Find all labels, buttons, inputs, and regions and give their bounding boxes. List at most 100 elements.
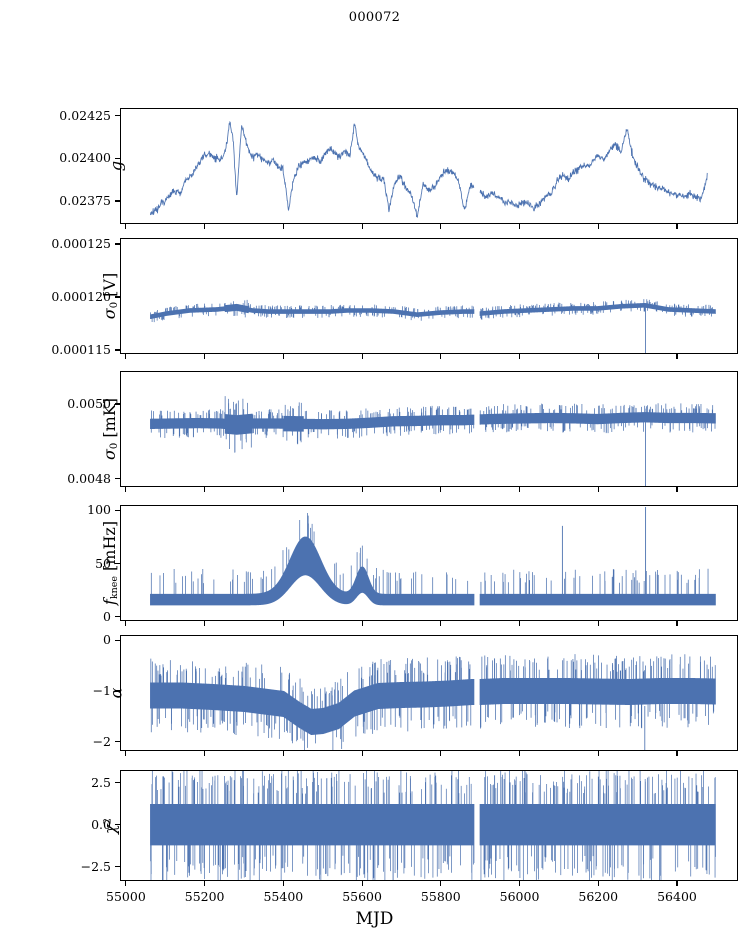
series-canvas-1 — [150, 120, 708, 218]
data-series-line — [150, 396, 716, 453]
y-tick-mark — [115, 741, 120, 743]
x-tick-mark — [125, 354, 127, 359]
y-tick-label: 0 — [103, 608, 111, 624]
x-tick-mark — [597, 354, 599, 359]
y-tick-label: 0.000125 — [51, 235, 111, 251]
y-tick-label: 0.02425 — [59, 107, 111, 123]
x-tick-mark — [125, 751, 127, 756]
y-tick-mark — [115, 782, 120, 784]
y-tick-label: 0.0 — [91, 816, 111, 832]
y-tick-mark — [115, 866, 120, 868]
y-tick-label: 2.5 — [91, 774, 111, 790]
y-tick-label: 0 — [103, 631, 111, 647]
x-tick-mark — [597, 224, 599, 229]
x-tick-label: 55000 — [106, 889, 146, 904]
series-canvas-5 — [150, 654, 716, 750]
series-canvas-4 — [150, 507, 716, 606]
x-tick-mark — [519, 751, 521, 756]
x-tick-mark — [361, 751, 363, 756]
y-tick-label: 100 — [87, 502, 111, 518]
x-tick-mark — [440, 751, 442, 756]
x-tick-mark — [282, 487, 284, 492]
y-tick-label: 0.0048 — [67, 470, 111, 486]
x-tick-mark — [125, 881, 127, 886]
y-tick-mark — [115, 690, 120, 692]
x-tick-mark — [676, 881, 678, 886]
x-tick-mark — [676, 621, 678, 626]
x-tick-mark — [204, 487, 206, 492]
x-tick-mark — [519, 881, 521, 886]
x-tick-mark — [204, 224, 206, 229]
x-axis-label: MJD — [355, 909, 394, 929]
x-tick-mark — [597, 881, 599, 886]
x-tick-mark — [440, 224, 442, 229]
y-tick-label: 0.0050 — [67, 395, 111, 411]
x-tick-label: 56000 — [499, 889, 540, 904]
x-tick-mark — [597, 751, 599, 756]
x-tick-mark — [361, 354, 363, 359]
x-tick-label: 56400 — [657, 889, 697, 904]
x-tick-mark — [676, 751, 678, 756]
y-tick-label: 50 — [95, 555, 111, 571]
x-tick-mark — [125, 224, 127, 229]
x-tick-mark — [204, 881, 206, 886]
y-tick-label: −2.5 — [80, 858, 111, 874]
y-tick-mark — [115, 157, 120, 159]
plot-panel-5 — [120, 635, 738, 751]
x-tick-mark — [204, 621, 206, 626]
x-tick-mark — [676, 354, 678, 359]
x-tick-label: 55800 — [420, 889, 461, 904]
y-tick-mark — [115, 509, 120, 511]
y-tick-mark — [115, 200, 120, 202]
plot-panel-4 — [120, 505, 738, 621]
x-tick-mark — [597, 621, 599, 626]
plot-panel-6 — [120, 770, 738, 881]
series-canvas-3 — [150, 396, 716, 486]
y-tick-mark — [115, 824, 120, 826]
data-series-line — [561, 507, 647, 601]
x-tick-mark — [519, 224, 521, 229]
y-tick-mark — [115, 563, 120, 565]
x-tick-mark — [519, 487, 521, 492]
x-tick-label: 56200 — [578, 889, 619, 904]
x-tick-mark — [204, 751, 206, 756]
x-tick-mark — [361, 487, 363, 492]
x-tick-mark — [361, 621, 363, 626]
y-tick-mark — [115, 478, 120, 480]
y-tick-mark — [115, 403, 120, 405]
x-tick-mark — [519, 621, 521, 626]
y-axis-label-6: χ2 — [100, 817, 120, 834]
y-tick-mark — [115, 243, 120, 245]
x-tick-label: 55200 — [184, 889, 225, 904]
data-series-line — [150, 299, 716, 323]
data-series-line — [150, 120, 708, 218]
x-tick-mark — [282, 751, 284, 756]
x-tick-mark — [282, 224, 284, 229]
x-tick-mark — [125, 621, 127, 626]
y-tick-mark — [115, 115, 120, 117]
x-tick-mark — [676, 487, 678, 492]
x-tick-mark — [282, 881, 284, 886]
y-tick-label: −2 — [92, 733, 111, 749]
x-tick-mark — [676, 224, 678, 229]
x-tick-mark — [519, 354, 521, 359]
x-tick-mark — [125, 487, 127, 492]
x-tick-label: 55600 — [342, 889, 382, 904]
x-tick-mark — [282, 621, 284, 626]
y-tick-label: −1 — [92, 682, 111, 698]
y-tick-mark — [115, 296, 120, 298]
x-tick-mark — [282, 354, 284, 359]
x-tick-mark — [361, 881, 363, 886]
plot-panel-3 — [120, 371, 738, 487]
data-series-line — [150, 512, 716, 606]
data-series-line — [150, 771, 716, 880]
figure-title: 000072 — [348, 10, 401, 25]
x-tick-mark — [361, 224, 363, 229]
x-tick-mark — [440, 881, 442, 886]
y-tick-label: 0.000115 — [51, 341, 111, 357]
x-tick-label: 55400 — [263, 889, 304, 904]
x-tick-mark — [440, 354, 442, 359]
y-tick-label: 0.02375 — [59, 192, 111, 208]
y-tick-label: 0.02400 — [59, 150, 111, 166]
x-tick-mark — [440, 621, 442, 626]
